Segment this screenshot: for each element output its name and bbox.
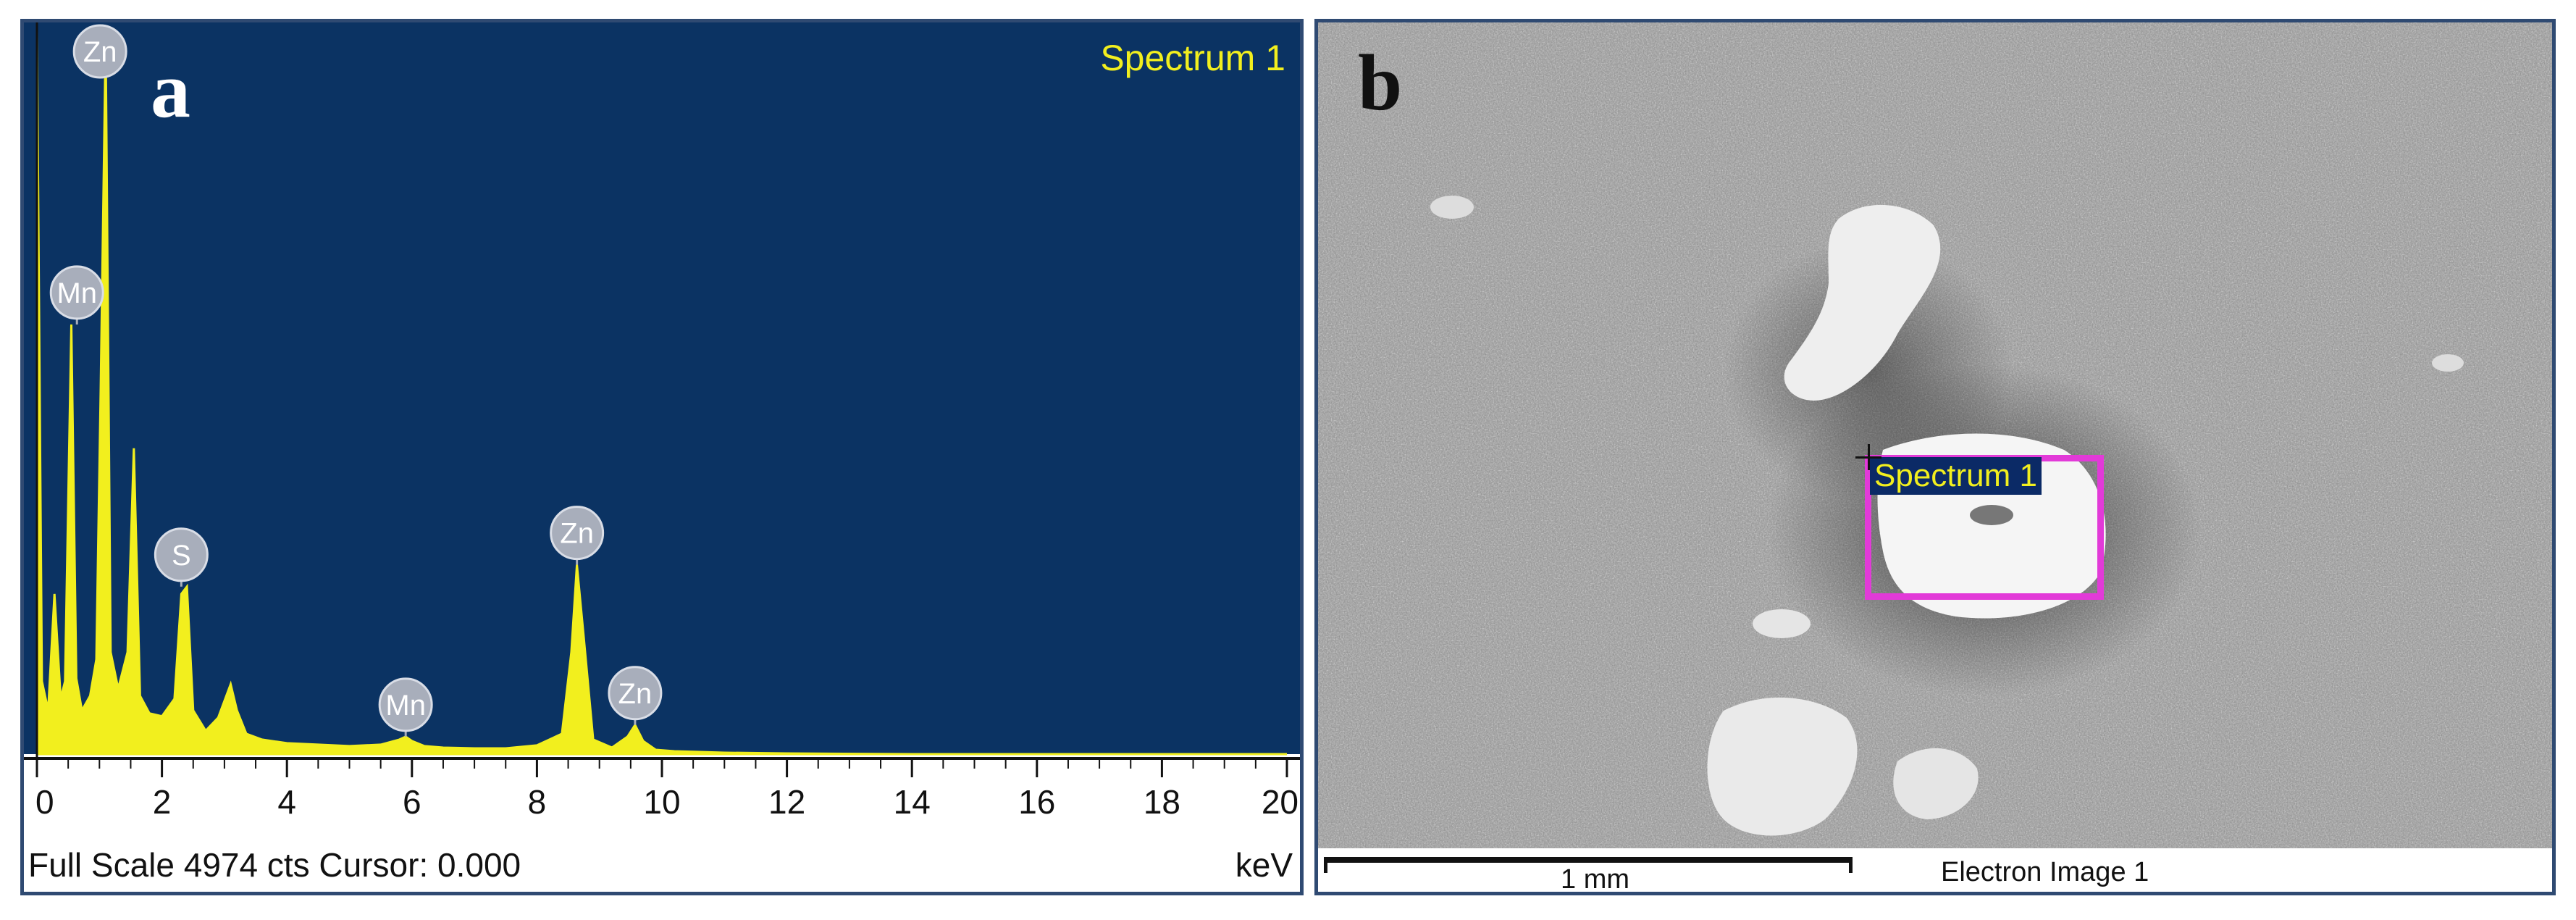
x-tick-label: 12 [768,783,805,821]
peak-marker [608,666,663,721]
plot-background [24,22,1300,754]
bright-particle [1753,609,1811,638]
bright-particle [1430,196,1474,219]
peak-marker [550,506,605,561]
sem-image-panel: Spectrum 1 b 1 mm Electron Image 1 [1314,19,2556,895]
x-tick-label: 8 [528,783,547,821]
bright-particle [2432,354,2464,372]
image-caption: Electron Image 1 [1941,857,2149,887]
peak-marker [154,527,209,582]
x-tick-label: 10 [643,783,680,821]
x-tick-label: 6 [403,783,421,821]
peak-element-label: Zn [560,518,594,550]
x-tick-label: 14 [894,783,931,821]
peak-element-label: Mn [56,277,97,309]
electron-image: Spectrum 1 [1318,22,2552,848]
bright-particle [1893,748,1979,819]
status-line: Full Scale 4974 cts Cursor: 0.000 [28,846,521,884]
peak-marker [72,24,127,79]
peak-element-label: Zn [618,678,653,710]
x-tick-label: 0 [35,783,54,821]
scale-bar-label: 1 mm [1561,864,1629,895]
x-tick-label: 2 [153,783,172,821]
panel-letter-b: b [1358,38,1403,127]
panel-letter-a: a [151,46,190,134]
x-axis-tick-labels: 0 2 4 6 8 10 12 14 16 18 20 [35,783,1299,821]
x-tick-label: 20 [1262,783,1299,821]
image-footer: 1 mm Electron Image 1 [1318,848,2552,892]
x-tick-label: 18 [1144,783,1180,821]
peak-marker [49,265,104,320]
x-axis-unit: keV [1235,846,1293,884]
peak-marker [378,677,433,732]
spectrum-roi-label: Spectrum 1 [1870,457,2042,495]
sem-micrograph [1318,22,2552,848]
x-tick-label: 16 [1018,783,1055,821]
spectrum-chart: 0 2 4 6 8 10 12 14 16 18 20 Zn Mn S Mn Zn Zn [24,22,1300,892]
crosshair-icon [1855,444,1881,470]
bright-particle [1707,697,1858,836]
peak-element-label: S [172,540,191,572]
bright-particle [1784,204,1941,401]
spectrum-title: Spectrum 1 [1100,38,1285,78]
eds-spectrum-panel: 0 2 4 6 8 10 12 14 16 18 20 Zn Mn S Mn Zn Zn a Spectrum… [20,19,1304,895]
x-axis-ticks [35,758,1288,777]
scale-bar [1324,857,1853,873]
spectrum-line [35,29,1287,756]
peak-element-label: Mn [385,690,426,722]
peak-element-label: Zn [83,36,117,68]
x-tick-label: 4 [277,783,296,821]
peak-markers: Zn Mn S Mn Zn Zn [49,24,663,737]
